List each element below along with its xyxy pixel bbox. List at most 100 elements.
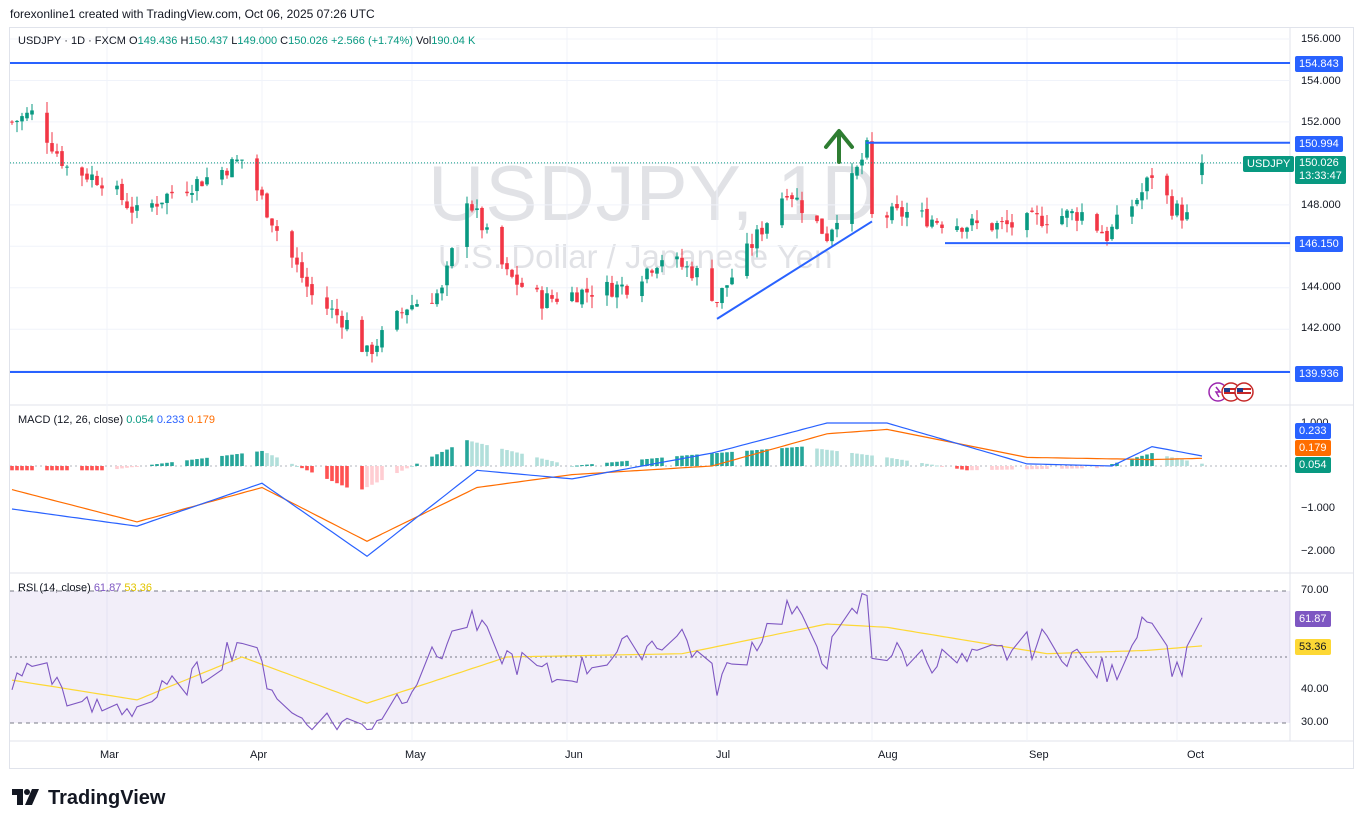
candle-body (955, 226, 959, 231)
macd-histogram-bar (685, 455, 689, 466)
macd-histogram (10, 440, 1204, 490)
candle-body (1035, 213, 1039, 215)
macd-histogram-bar (415, 463, 419, 466)
macd-histogram-bar (55, 466, 59, 471)
legend-symbol[interactable]: USDJPY · 1D · FXCM (18, 35, 126, 47)
macd-histogram-bar (555, 462, 559, 466)
macd-histogram-bar (800, 446, 804, 466)
candle-body (470, 204, 474, 211)
legend-change: +2.566 (+1.74%) (330, 35, 413, 47)
macd-histogram-bar (765, 449, 769, 466)
macd-histogram-bar (1130, 458, 1134, 466)
level-tag-139936: 139.936 (1295, 366, 1343, 382)
candle-body (185, 191, 189, 194)
macd-histogram-bar (730, 451, 734, 466)
macd-histogram-bar (1045, 466, 1049, 469)
economic-events-icon[interactable] (1207, 381, 1259, 403)
candle-body (375, 345, 379, 352)
macd-histogram-bar (410, 466, 414, 467)
candle-body (790, 195, 794, 200)
macd-histogram-bar (195, 459, 199, 466)
candle-body (165, 193, 169, 203)
candle-body (1095, 214, 1099, 231)
macd-histogram-bar (345, 466, 349, 488)
candle-body (815, 215, 819, 222)
macd-histogram-bar (90, 466, 94, 471)
candle-body (615, 284, 619, 298)
macd-histogram-bar (760, 449, 764, 466)
macd-line-tag: 0.233 (1295, 423, 1331, 439)
candle-body (1070, 211, 1074, 214)
macd-histogram-bar (655, 458, 659, 466)
macd-histogram-bar (870, 455, 874, 466)
macd-histogram-bar (20, 466, 24, 471)
candle-body (995, 223, 999, 230)
candle-body (555, 298, 559, 302)
candle-body (1060, 216, 1064, 225)
macd-histogram-bar (675, 456, 679, 466)
macd-histogram-bar (1040, 466, 1044, 470)
candle-body (1010, 222, 1014, 228)
candle-body (825, 233, 829, 242)
chart-credit: forexonline1 created with TradingView.co… (10, 7, 375, 21)
candlestick-series (10, 102, 1204, 363)
macd-histogram-bar (970, 466, 974, 471)
macd-histogram-bar (715, 453, 719, 466)
macd-histogram-bar (290, 463, 294, 466)
rsi-line-tag: 61.87 (1295, 611, 1331, 627)
macd-histogram-bar (545, 459, 549, 466)
candle-body (290, 231, 294, 258)
candle-body (65, 166, 69, 168)
candle-body (130, 206, 134, 213)
macd-histogram-bar (825, 449, 829, 466)
candle-body (675, 256, 679, 260)
tradingview-logo-text: TradingView (48, 787, 166, 809)
candle-body (500, 226, 504, 265)
macd-histogram-bar (1035, 466, 1039, 470)
macd-histogram-bar (50, 466, 54, 471)
candle-body (515, 274, 519, 285)
candle-body (1100, 231, 1104, 234)
macd-tick-m1: −1.000 (1301, 502, 1335, 514)
macd-histogram-bar (325, 466, 329, 479)
macd-histogram-bar (1100, 466, 1104, 467)
candle-body (300, 262, 304, 278)
time-label-sep: Sep (1029, 749, 1049, 761)
candle-body (1180, 204, 1184, 221)
macd-tick-m2: −2.000 (1301, 545, 1335, 557)
candle-body (895, 203, 899, 209)
candle-body (160, 202, 164, 205)
time-label-jul: Jul (716, 749, 731, 761)
macd-histogram-bar (640, 459, 644, 466)
macd-histogram-bar (260, 450, 264, 466)
candle-body (220, 170, 224, 180)
rsi-legend[interactable]: RSI (14, close) 61.87 53.36 (18, 582, 152, 594)
candle-body (1030, 210, 1034, 212)
macd-legend[interactable]: MACD (12, 26, close) 0.054 0.233 0.179 (18, 414, 215, 426)
macd-histogram-bar (230, 454, 234, 466)
candle-body (240, 159, 244, 161)
macd-histogram-bar (160, 463, 164, 466)
candle-body (960, 227, 964, 232)
macd-histogram-bar (130, 466, 134, 468)
candle-body (940, 224, 944, 228)
candle-body (655, 268, 659, 274)
candle-body (850, 173, 854, 224)
macd-histogram-bar (820, 449, 824, 466)
macd-histogram-bar (190, 459, 194, 466)
macd-histogram-bar (865, 454, 869, 466)
rsi-legend-title: RSI (14, close) (18, 582, 91, 594)
macd-histogram-bar (585, 464, 589, 466)
candle-body (45, 112, 49, 143)
time-label-oct: Oct (1187, 749, 1205, 761)
time-label-aug: Aug (878, 749, 898, 761)
candle-body (1185, 212, 1189, 220)
tradingview-logo[interactable]: TradingView (12, 787, 165, 810)
macd-histogram-bar (395, 466, 399, 474)
candle-body (625, 285, 629, 295)
rsi-ma-value: 53.36 (124, 582, 152, 594)
macd-histogram-tag: 0.054 (1295, 457, 1331, 473)
candle-body (550, 295, 554, 299)
macd-histogram-bar (620, 461, 624, 466)
